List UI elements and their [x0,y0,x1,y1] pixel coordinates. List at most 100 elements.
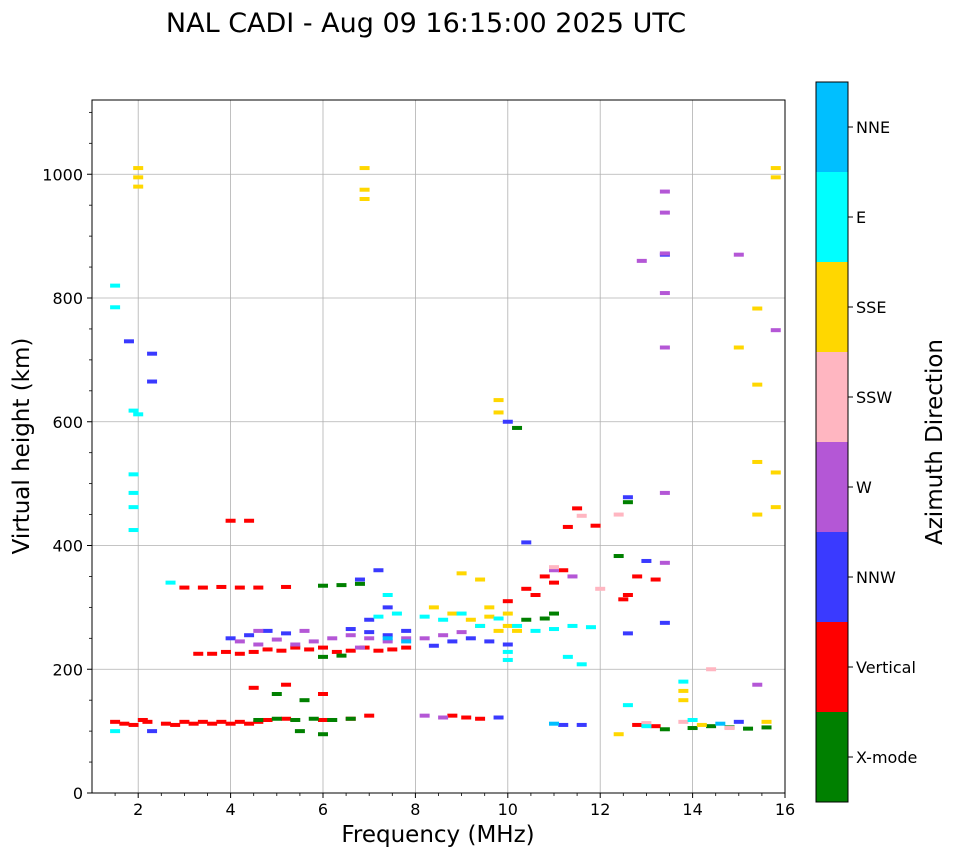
data-point-e [562,654,573,659]
data-point-nnw [354,577,365,582]
data-point-w [290,642,301,647]
data-point-vertical [248,685,259,690]
data-point-x-mode [539,616,550,621]
data-point-vertical [622,593,633,597]
data-point-nnw [373,568,384,573]
data-point-vertical [197,585,208,590]
data-point-sse [770,470,781,475]
plot-area: 2 4 6 8 10 12 14 16 0 200 400 600 800 1000 [42,99,795,819]
data-point-nnw [484,639,495,644]
data-point-w [327,636,338,641]
data-point-ssw [595,586,606,591]
data-point-x-mode [318,732,328,737]
x-tick-label: 12 [590,800,610,819]
data-point-nnw [225,636,236,641]
data-point-vertical [318,645,328,650]
data-point-vertical [521,586,532,591]
data-point-e [110,305,121,310]
data-point-sse [752,382,763,387]
data-point-vertical [216,584,227,589]
data-point-x-mode [743,726,754,731]
colorbar-frame [815,81,849,803]
data-point-sse [493,628,504,633]
data-point-e [128,408,139,413]
data-point-e [128,505,139,510]
data-point-sse [678,698,689,703]
data-point-vertical [244,721,255,726]
data-point-x-mode [613,554,624,559]
colorbar-label: Vertical [856,658,916,677]
data-point-w [364,636,375,641]
data-point-vertical [447,713,458,718]
data-point-nnw [364,617,375,622]
data-point-vertical [632,574,643,579]
data-point-sse [770,175,781,180]
x-tick-label: 8 [410,800,420,819]
data-point-x-mode [271,692,282,696]
data-point-vertical [650,577,661,582]
data-point-w [636,258,647,263]
data-point-sse [133,184,144,189]
data-point-sse [613,732,624,737]
data-point-nnw [502,642,513,647]
data-point-x-mode [318,654,328,659]
data-point-nnw [465,636,476,641]
data-point-e [110,729,121,734]
data-point-e [622,703,633,708]
data-point-w [308,639,319,644]
data-point-sse [770,166,781,171]
data-point-nnw [281,631,292,636]
data-point-sse [733,345,744,350]
data-point-w [419,713,430,718]
data-point-sse [456,571,467,576]
data-point-e [128,472,139,477]
x-tick-label: 6 [318,800,328,819]
data-point-e [382,593,393,597]
data-point-sse [133,166,144,171]
data-point-w [401,636,412,641]
data-point-vertical [262,647,273,652]
data-point-w [438,715,449,720]
data-point-w [345,633,356,638]
plot-background [92,100,785,793]
data-point-nnw [382,633,393,638]
data-point-w [659,560,670,565]
data-point-nne [401,639,412,644]
x-tick-label: 4 [226,800,236,819]
data-point-e [373,614,384,619]
data-point-vertical [539,574,550,579]
data-point-vertical [262,717,273,722]
data-point-w [271,637,282,642]
data-point-sse [770,505,781,510]
x-tick-label: 10 [498,800,518,819]
data-point-nnw [401,628,412,633]
data-point-vertical [387,647,398,652]
colorbar-label: SSE [856,298,886,317]
data-point-vertical [618,597,629,602]
data-point-nnw [428,643,439,648]
data-point-w [234,639,245,644]
data-point-vertical [562,524,573,529]
data-point-sse [465,617,476,622]
data-point-sse [752,512,763,517]
colorbar-segment [816,532,848,622]
data-point-vertical [650,724,661,729]
data-point-e [128,490,139,495]
data-point-nne [715,721,726,726]
data-point-vertical [345,648,356,653]
data-point-vertical [373,648,384,653]
data-point-w [752,682,763,687]
data-point-nnw [659,620,670,625]
colorbar-label: W [856,478,872,497]
data-point-x-mode [336,653,347,658]
x-tick-label: 16 [775,800,795,819]
data-point-vertical [276,648,287,653]
data-point-vertical [234,719,245,724]
data-point-vertical [364,713,375,718]
data-point-x-mode [687,726,698,731]
data-point-x-mode [327,717,338,722]
data-point-nnw [382,605,393,610]
data-point-sse [484,605,495,610]
data-point-nne [549,721,559,726]
data-point-w [456,630,467,635]
